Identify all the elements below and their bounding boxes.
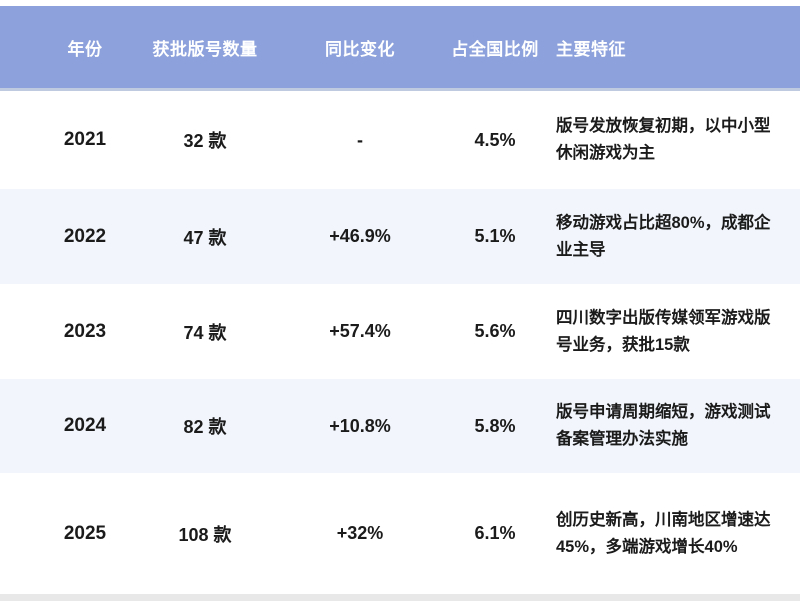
features-cell: 版号申请周期缩短，游戏测试备案管理办法实施	[556, 403, 771, 448]
year-cell: 2024	[63, 415, 107, 436]
share-cell: 4.5%	[474, 129, 516, 150]
share-cell: 6.1%	[474, 523, 516, 543]
col-header-count: 获批版号数量	[152, 39, 258, 59]
yoy-cell: +10.8%	[329, 415, 391, 436]
year-cell: 2022	[63, 225, 107, 247]
col-header-share: 占全国比例	[451, 39, 539, 59]
share-cell: 5.8%	[474, 415, 516, 436]
share-cell: 5.1%	[474, 226, 516, 246]
share-cell: 5.6%	[474, 321, 516, 341]
year-cell: 2023	[63, 320, 107, 342]
count-cell: 47 款	[183, 227, 227, 248]
col-header-yoy: 同比变化	[325, 39, 395, 59]
count-cell: 32 款	[183, 131, 227, 151]
features-cell: 创历史新高，川南地区增速达45%，多端游戏增长40%	[556, 510, 771, 556]
yoy-cell: +57.4%	[329, 321, 391, 341]
table-row: 2024 82 款 +10.8% 5.8% 版号申请周期缩短，游戏测试备案管理办…	[0, 379, 800, 473]
year-cell: 2021	[63, 129, 107, 150]
features-cell: 移动游戏占比超80%，成都企业主导	[556, 213, 771, 259]
count-cell: 108 款	[178, 524, 232, 545]
count-cell: 74 款	[183, 322, 227, 343]
col-header-features: 主要特征	[556, 39, 626, 59]
yoy-cell: +32%	[336, 523, 384, 543]
count-cell: 82 款	[183, 417, 227, 437]
table-row: 2025 108 款 +32% 6.1% 创历史新高，川南地区增速达45%，多端…	[0, 473, 800, 594]
features-cell: 版号发放恢复初期，以中小型休闲游戏为主	[556, 117, 771, 162]
table-row: 2023 74 款 +57.4% 5.6% 四川数字出版传媒领军游戏版号业务，获…	[0, 284, 800, 379]
col-header-year: 年份	[67, 39, 103, 59]
year-cell: 2025	[63, 522, 107, 544]
footer-strip	[0, 594, 800, 601]
features-cell: 四川数字出版传媒领军游戏版号业务，获批15款	[556, 308, 771, 354]
table-header-row: 年份 获批版号数量 同比变化 占全国比例 主要特征	[0, 6, 800, 91]
yoy-cell: +46.9%	[329, 226, 391, 246]
table-row: 2022 47 款 +46.9% 5.1% 移动游戏占比超80%，成都企业主导	[0, 189, 800, 284]
yoy-cell: -	[357, 129, 363, 150]
top-margin	[0, 0, 800, 6]
table-row: 2021 32 款 - 4.5% 版号发放恢复初期，以中小型休闲游戏为主	[0, 91, 800, 189]
